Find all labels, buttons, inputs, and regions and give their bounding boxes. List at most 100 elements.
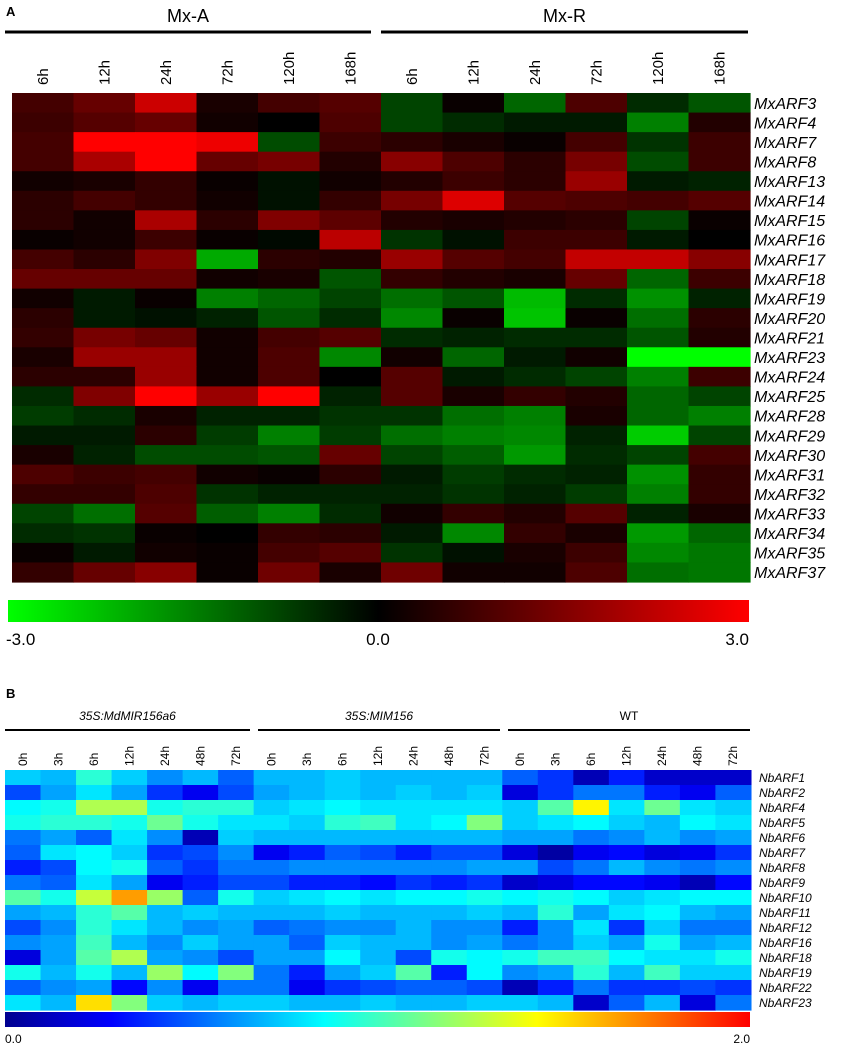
heatmap-b-cell: [395, 800, 432, 816]
row-a-label: MxARF21: [754, 331, 825, 348]
heatmap-a-cell: [442, 229, 505, 251]
heatmap-a-cell: [381, 445, 444, 466]
heatmap-a-cell: [627, 308, 690, 329]
heatmap-b-cell: [40, 770, 77, 786]
heatmap-a-cell: [688, 132, 751, 153]
heatmap-a-cell: [565, 523, 628, 544]
heatmap-b-cell: [111, 770, 148, 786]
heatmap-b-cell: [502, 935, 539, 951]
heatmap-b-cell: [431, 920, 468, 936]
heatmap-b-cell: [679, 920, 716, 936]
heatmap-a-cell: [381, 229, 444, 251]
heatmap-b-cell: [715, 770, 752, 786]
heatmap-b-cell: [537, 980, 574, 996]
heatmap-b-cell: [147, 770, 184, 786]
heatmap-a-cell: [135, 269, 198, 290]
heatmap-a-cell: [504, 132, 567, 153]
column-b-label: 0h: [16, 753, 30, 766]
heatmap-b-cell: [715, 830, 752, 846]
heatmap-b-cell: [289, 980, 326, 996]
heatmap-b-cell: [324, 770, 361, 786]
heatmap-a-cell: [196, 327, 259, 348]
heatmap-b-cell: [289, 950, 326, 966]
heatmap-a-cell: [135, 249, 198, 270]
heatmap-a-cell: [258, 484, 321, 505]
heatmap-b-cell: [40, 830, 77, 846]
heatmap-b-cell: [40, 800, 77, 816]
heatmap-b-cell: [608, 995, 645, 1011]
heatmap-b-cell: [679, 875, 716, 891]
heatmap-b-cell: [289, 785, 326, 801]
heatmap-b-cell: [76, 830, 113, 846]
heatmap-b-cell: [431, 890, 468, 906]
heatmap-b-cell: [360, 905, 397, 921]
heatmap-a-cell: [504, 542, 567, 564]
heatmap-a-cell: [442, 523, 505, 544]
column-b-label: 12h: [122, 746, 136, 766]
heatmap-b-cell: [218, 830, 255, 846]
column-a-label: 120h: [650, 52, 667, 85]
heatmap-b-cell: [395, 845, 432, 861]
heatmap-b-cell: [537, 950, 574, 966]
group-b-label: 35S:MIM156: [345, 709, 413, 723]
heatmap-a-cell: [504, 190, 567, 211]
heatmap-b-cell: [431, 965, 468, 981]
heatmap-a-cell: [504, 347, 567, 368]
heatmap-b-cell: [608, 890, 645, 906]
heatmap-b-cell: [253, 935, 290, 951]
heatmap-a-cell: [442, 308, 505, 329]
heatmap-b-cell: [573, 785, 610, 801]
heatmap-a-cell: [627, 445, 690, 466]
heatmap-b-cell: [147, 830, 184, 846]
heatmap-a-cell: [565, 190, 628, 211]
heatmap-a-cell: [12, 112, 75, 133]
heatmap-a-cell: [627, 210, 690, 231]
heatmap-a-cell: [258, 464, 321, 485]
row-b-label: NbARF7: [759, 846, 806, 860]
heatmap-a-cell: [135, 327, 198, 348]
heatmap-a-cell: [688, 503, 751, 524]
heatmap-b-cell: [466, 995, 503, 1011]
heatmap-b-cell: [395, 935, 432, 951]
column-b-label: 72h: [229, 746, 243, 766]
heatmap-a-cell: [73, 112, 136, 133]
heatmap-b-cell: [5, 905, 42, 921]
heatmap-a-cell: [627, 523, 690, 544]
heatmap-a-cell: [688, 269, 751, 290]
heatmap-a-cell: [688, 425, 751, 446]
heatmap-b-cell: [715, 905, 752, 921]
heatmap-a-cell: [12, 93, 75, 114]
heatmap-b-cell: [502, 905, 539, 921]
heatmap-b-cell: [360, 950, 397, 966]
column-b-label: 3h: [549, 753, 563, 766]
heatmap-a-cell: [565, 386, 628, 407]
heatmap-b-cell: [324, 935, 361, 951]
column-b-label: 12h: [371, 746, 385, 766]
heatmap-b-cell: [502, 965, 539, 981]
heatmap-b-cell: [466, 950, 503, 966]
heatmap-a-cell: [565, 132, 628, 153]
heatmap-b-cell: [360, 830, 397, 846]
heatmap-b-cell: [324, 830, 361, 846]
row-a-label: MxARF4: [754, 115, 816, 132]
heatmap-b-cell: [111, 980, 148, 996]
group-a-label: Mx-R: [543, 6, 586, 26]
heatmap-a-cell: [504, 112, 567, 133]
heatmap-b-cell: [573, 830, 610, 846]
heatmap-b-cell: [466, 965, 503, 981]
heatmap-a-cell: [381, 288, 444, 309]
row-b-label: NbARF19: [759, 966, 812, 980]
heatmap-a-cell: [627, 347, 690, 368]
heatmap-a-cell: [381, 523, 444, 544]
heatmap-a-cell: [504, 210, 567, 231]
heatmap-b-cell: [608, 980, 645, 996]
heatmap-b-cell: [537, 785, 574, 801]
column-b-label: 72h: [726, 746, 740, 766]
heatmap-a-cell: [319, 366, 382, 387]
heatmap-a-cell: [627, 405, 690, 427]
row-a-label: MxARF25: [754, 389, 825, 406]
heatmap-b-cell: [395, 920, 432, 936]
row-b-label: NbARF6: [759, 831, 805, 845]
heatmap-a-cell: [688, 308, 751, 329]
heatmap-a-cell: [73, 562, 136, 583]
